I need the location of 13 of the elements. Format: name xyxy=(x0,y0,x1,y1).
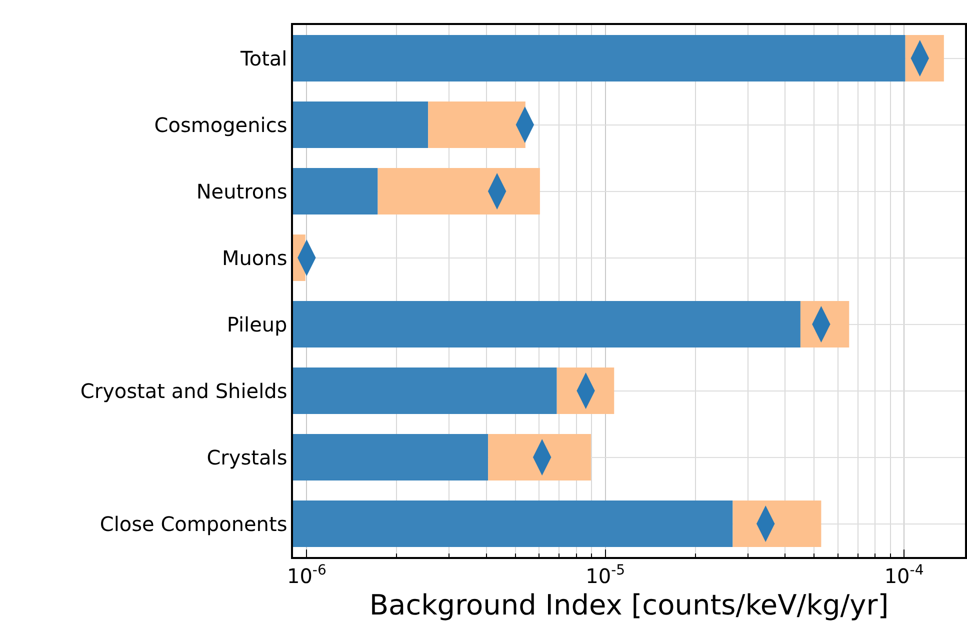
y-tick-label: Neutrons xyxy=(196,179,288,204)
x-tick-label: 10$^{-5}$ xyxy=(586,562,626,588)
y-tick-label: Crystals xyxy=(206,445,288,470)
x-tick-label: 10$^{-4}$ xyxy=(884,562,924,588)
y-tick-label: Total xyxy=(240,46,288,70)
y-tick-label: Pileup xyxy=(226,312,288,336)
y-tick-label: Muons xyxy=(222,246,288,270)
bar xyxy=(732,500,822,548)
y-tick-label: Close Components xyxy=(100,512,288,536)
x-axis-title: Background Index [counts/keV/kg/yr] xyxy=(369,588,889,622)
y-tick-label: Cosmogenics xyxy=(154,112,288,137)
y-tick-label: Cryostat and Shields xyxy=(80,378,288,403)
x-tick-label: 10$^{-6}$ xyxy=(286,562,326,588)
